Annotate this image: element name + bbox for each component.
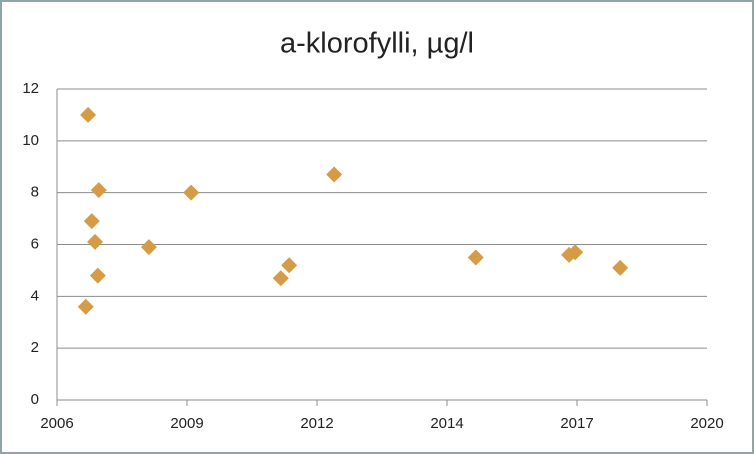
x-tick-label: 2006	[40, 415, 73, 432]
y-tick-label: 6	[31, 235, 39, 252]
x-tick-label: 2012	[300, 415, 333, 432]
y-tick-label: 0	[31, 391, 39, 408]
y-tick-label: 12	[22, 80, 39, 97]
point	[612, 259, 629, 276]
point	[272, 270, 289, 287]
point	[183, 184, 200, 201]
point	[90, 182, 107, 199]
chart-title: a-klorofylli, µg/l	[280, 28, 474, 60]
point	[77, 298, 94, 315]
y-tick-label: 4	[31, 287, 39, 304]
point	[83, 213, 100, 230]
y-tick-label: 2	[31, 339, 39, 356]
point	[467, 249, 484, 266]
x-tick-label: 2017	[560, 415, 593, 432]
y-tick-label: 10	[22, 132, 39, 149]
point	[87, 233, 104, 250]
x-tick-label: 2009	[170, 415, 203, 432]
point	[281, 257, 298, 274]
point	[567, 244, 584, 261]
point	[140, 239, 157, 256]
point	[80, 106, 97, 123]
x-tick-label: 2020	[690, 415, 723, 432]
y-tick-label: 8	[31, 184, 39, 201]
point	[326, 166, 343, 183]
x-tick-label: 2014	[430, 415, 463, 432]
point	[89, 267, 106, 284]
